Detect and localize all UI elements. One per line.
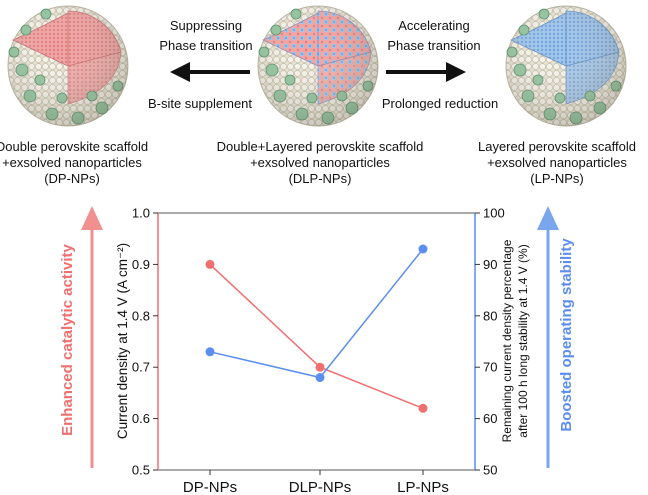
right-axis-tick-label: 100	[483, 206, 505, 221]
caption-lp-line2: +exsolved nanoparticles	[487, 155, 627, 170]
plot-frame	[157, 212, 476, 471]
data-point-left	[418, 403, 428, 413]
data-point-left	[205, 259, 215, 269]
right-axis-tick-label: 70	[483, 360, 497, 375]
arrow-left-above-line1: Suppressing	[170, 18, 242, 33]
left-axis-title: Current density at 1.4 V (A cm⁻²)	[115, 243, 130, 439]
x-axis-tick-label: DP-NPs	[183, 479, 237, 495]
left-axis-tick-label: 0.9	[132, 257, 150, 272]
caption-dp-line2: +exsolved nanoparticles	[2, 155, 142, 170]
side-arrow-left	[81, 206, 103, 468]
right-axis-tick-label: 50	[483, 463, 497, 478]
side-label-right: Boosted operating stability	[558, 238, 575, 432]
caption-lp-line1: Layered perovskite scaffold	[478, 139, 636, 154]
caption-dp-line3: (DP-NPs)	[44, 171, 100, 186]
arrow-head-right	[446, 62, 466, 82]
sphere-dp-nps	[7, 5, 129, 127]
caption-lp-line3: (LP-NPs)	[530, 171, 583, 186]
series-layer	[205, 244, 428, 413]
data-point-right	[205, 347, 215, 357]
arrow-head-left	[170, 62, 190, 82]
right-axis-tick-label: 80	[483, 308, 497, 323]
arrow-left-above-line2: Phase transition	[159, 38, 252, 53]
side-arrow-right	[537, 206, 559, 468]
series-line-right	[209, 248, 424, 379]
arrow-right-below: Prolonged reduction	[382, 96, 498, 111]
data-point-right	[418, 244, 428, 254]
x-axis-ticks: DP-NPs DLP-NPs LP-NPs	[183, 470, 449, 495]
left-axis-tick-label: 0.5	[132, 463, 150, 478]
left-axis-tick-label: 1.0	[132, 206, 150, 221]
left-axis-tick-label: 0.6	[132, 411, 150, 426]
left-axis-ticks: 0.5 0.6 0.7 0.8 0.9 1.0	[132, 206, 158, 478]
data-point-right	[315, 373, 325, 382]
right-axis-title-line2: after 100 h long stability at 1.4 V (%)	[516, 244, 530, 437]
caption-dlp-line2: +exsolved nanoparticles	[250, 155, 390, 170]
data-point-left	[315, 362, 325, 372]
arrow-right-above-line2: Phase transition	[387, 38, 480, 53]
x-axis-tick-label: DLP-NPs	[289, 479, 352, 495]
side-label-left: Enhanced catalytic activity	[59, 243, 76, 435]
left-axis-tick-label: 0.7	[132, 360, 150, 375]
caption-dp-line1: Double perovskite scaffold	[0, 139, 148, 154]
sphere-dlp-nps	[257, 5, 379, 127]
x-axis-tick-label: LP-NPs	[397, 479, 449, 495]
arrow-right-process	[386, 62, 466, 82]
sphere-lp-nps	[505, 5, 627, 127]
left-axis-tick-label: 0.8	[132, 308, 150, 323]
right-axis-title-line1: Remaining current density percentage	[500, 239, 514, 442]
right-axis-tick-label: 90	[483, 257, 497, 272]
arrow-right-above-line1: Accelerating	[398, 18, 470, 33]
right-axis-tick-label: 60	[483, 411, 497, 426]
series-line-left	[209, 263, 424, 409]
right-axis-ticks: 50 60 70 80 90 100	[475, 206, 505, 478]
caption-dlp-line1: Double+Layered perovskite scaffold	[217, 139, 424, 154]
arrow-left-below: B-site supplement	[148, 96, 252, 111]
caption-dlp-line3: (DLP-NPs)	[289, 171, 352, 186]
arrow-left-process	[170, 62, 250, 82]
